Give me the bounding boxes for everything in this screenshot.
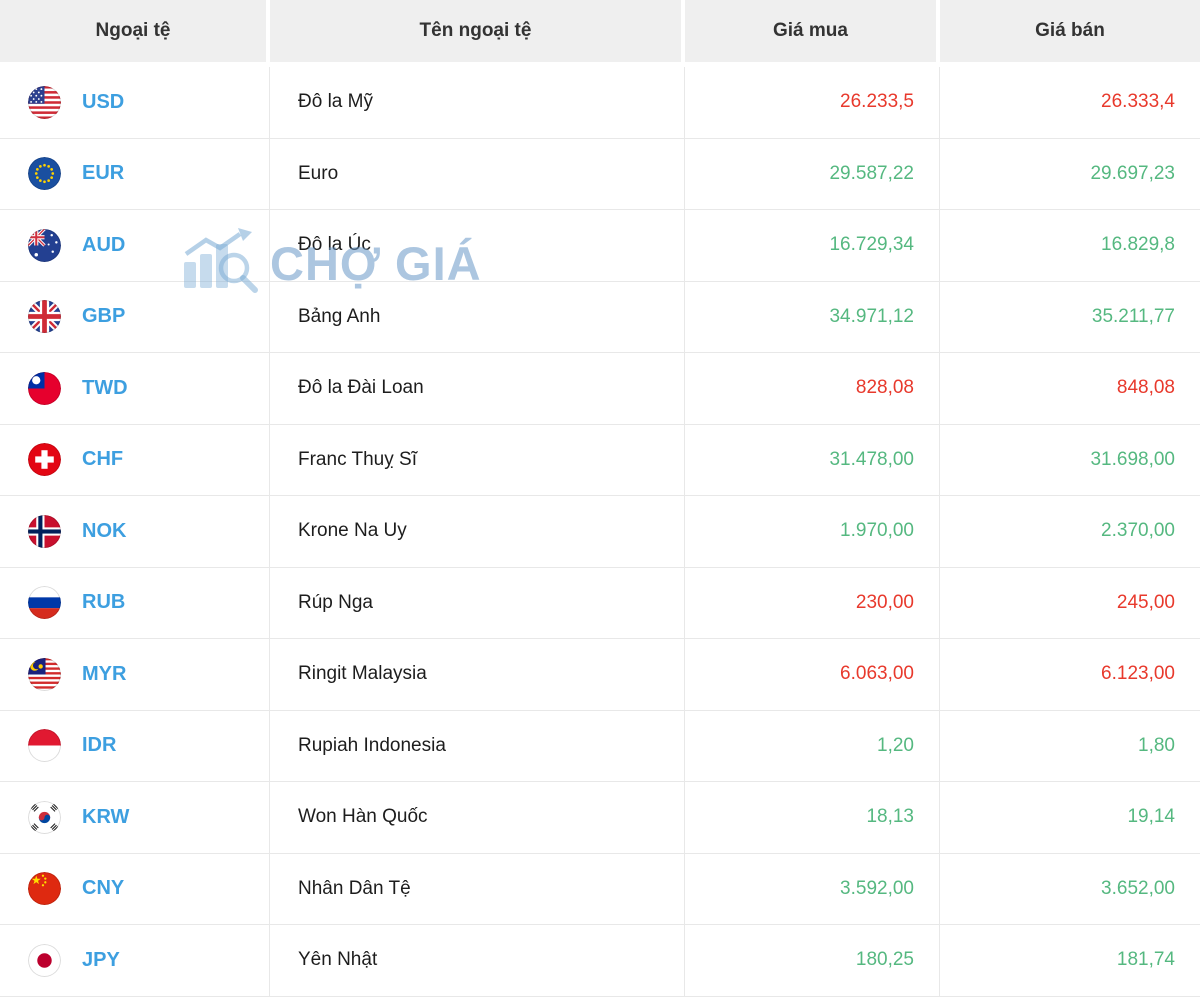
currency-code[interactable]: GBP — [82, 305, 126, 328]
eu-flag-icon — [28, 157, 61, 191]
currency-name: Won Hàn Quốc — [298, 806, 428, 828]
currency-name: Euro — [298, 162, 339, 184]
currency-code[interactable]: TWD — [82, 376, 128, 399]
uk-flag-icon — [28, 300, 61, 334]
currency-name: Ringit Malaysia — [298, 663, 427, 685]
sell-price: 35.211,77 — [1091, 305, 1175, 327]
buy-price: 18,13 — [866, 806, 914, 828]
table-row[interactable]: EUR Euro 29.587,22 29.697,23 — [0, 138, 1200, 210]
table-row[interactable]: NOK Krone Na Uy 1.970,00 2.370,00 — [0, 496, 1200, 568]
buy-price: 31.478,00 — [829, 448, 914, 470]
us-flag-icon — [28, 85, 61, 119]
currency-name: Yên Nhật — [298, 949, 378, 971]
china-flag-icon — [28, 872, 61, 906]
sell-price: 19,14 — [1127, 806, 1175, 828]
currency-code[interactable]: NOK — [82, 519, 127, 542]
table-row[interactable]: IDR Rupiah Indonesia 1,20 1,80 — [0, 710, 1200, 782]
indonesia-flag-icon — [28, 729, 61, 763]
currency-name: Đô la Úc — [298, 234, 371, 256]
currency-code[interactable]: EUR — [82, 162, 125, 185]
table-row[interactable]: GBP Bảng Anh 34.971,12 35.211,77 — [0, 281, 1200, 353]
currency-name: Rúp Nga — [298, 591, 373, 613]
currency-code[interactable]: KRW — [82, 805, 130, 828]
buy-price: 1,20 — [877, 734, 914, 756]
currency-name: Bảng Anh — [298, 305, 381, 327]
russia-flag-icon — [28, 586, 61, 620]
sell-price: 181,74 — [1116, 949, 1175, 971]
currency-name: Rupiah Indonesia — [298, 734, 446, 756]
sell-price: 3.652,00 — [1101, 877, 1175, 899]
header-buy-price: Giá mua — [685, 0, 940, 62]
buy-price: 29.587,22 — [829, 162, 914, 184]
currency-code[interactable]: AUD — [82, 233, 126, 256]
currency-code[interactable]: MYR — [82, 662, 127, 685]
currency-name: Franc Thuỵ Sĩ — [298, 448, 417, 470]
sell-price: 16.829,8 — [1101, 234, 1175, 256]
buy-price: 180,25 — [855, 949, 914, 971]
norway-flag-icon — [28, 514, 61, 548]
taiwan-flag-icon — [28, 371, 61, 405]
buy-price: 1.970,00 — [840, 520, 914, 542]
table-body: USD Đô la Mỹ 26.233,5 26.333,4 EUR Euro … — [0, 67, 1200, 997]
japan-flag-icon — [28, 943, 61, 977]
header-currency: Ngoại tệ — [0, 0, 270, 62]
sell-price: 29.697,23 — [1090, 162, 1175, 184]
sell-price: 245,00 — [1116, 591, 1175, 613]
south-korea-flag-icon — [28, 800, 61, 834]
header-sell-price: Giá bán — [940, 0, 1200, 62]
currency-code[interactable]: JPY — [82, 948, 120, 971]
currency-code[interactable]: IDR — [82, 734, 117, 757]
table-row[interactable]: KRW Won Hàn Quốc 18,13 19,14 — [0, 782, 1200, 854]
sell-price: 26.333,4 — [1101, 91, 1175, 113]
table-row[interactable]: USD Đô la Mỹ 26.233,5 26.333,4 — [0, 67, 1200, 139]
table-header: Ngoại tệ Tên ngoại tệ Giá mua Giá bán — [0, 0, 1200, 62]
buy-price: 34.971,12 — [829, 305, 914, 327]
currency-name: Krone Na Uy — [298, 520, 407, 542]
table-row[interactable]: TWD Đô la Đài Loan 828,08 848,08 — [0, 353, 1200, 425]
sell-price: 2.370,00 — [1101, 520, 1175, 542]
sell-price: 848,08 — [1116, 377, 1175, 399]
table-row[interactable]: AUD Đô la Úc 16.729,34 16.829,8 — [0, 210, 1200, 282]
currency-code[interactable]: CHF — [82, 448, 124, 471]
buy-price: 230,00 — [855, 591, 914, 613]
sell-price: 31.698,00 — [1090, 448, 1175, 470]
sell-price: 1,80 — [1138, 734, 1175, 756]
switzerland-flag-icon — [28, 443, 61, 477]
currency-name: Đô la Mỹ — [298, 91, 373, 113]
table-row[interactable]: RUB Rúp Nga 230,00 245,00 — [0, 567, 1200, 639]
currency-name: Đô la Đài Loan — [298, 377, 424, 399]
currency-code[interactable]: CNY — [82, 877, 125, 900]
currency-name: Nhân Dân Tệ — [298, 877, 411, 899]
malaysia-flag-icon — [28, 657, 61, 691]
table-row[interactable]: CHF Franc Thuỵ Sĩ 31.478,00 31.698,00 — [0, 424, 1200, 496]
australia-flag-icon — [28, 228, 61, 262]
header-currency-name: Tên ngoại tệ — [270, 0, 685, 62]
buy-price: 16.729,34 — [829, 234, 914, 256]
table-row[interactable]: JPY Yên Nhật 180,25 181,74 — [0, 925, 1200, 997]
buy-price: 3.592,00 — [840, 877, 914, 899]
currency-code[interactable]: RUB — [82, 591, 126, 614]
buy-price: 26.233,5 — [840, 91, 914, 113]
currency-code[interactable]: USD — [82, 90, 125, 113]
table-row[interactable]: CNY Nhân Dân Tệ 3.592,00 3.652,00 — [0, 853, 1200, 925]
table-row[interactable]: MYR Ringit Malaysia 6.063,00 6.123,00 — [0, 639, 1200, 711]
buy-price: 828,08 — [855, 377, 914, 399]
sell-price: 6.123,00 — [1101, 663, 1175, 685]
buy-price: 6.063,00 — [840, 663, 914, 685]
